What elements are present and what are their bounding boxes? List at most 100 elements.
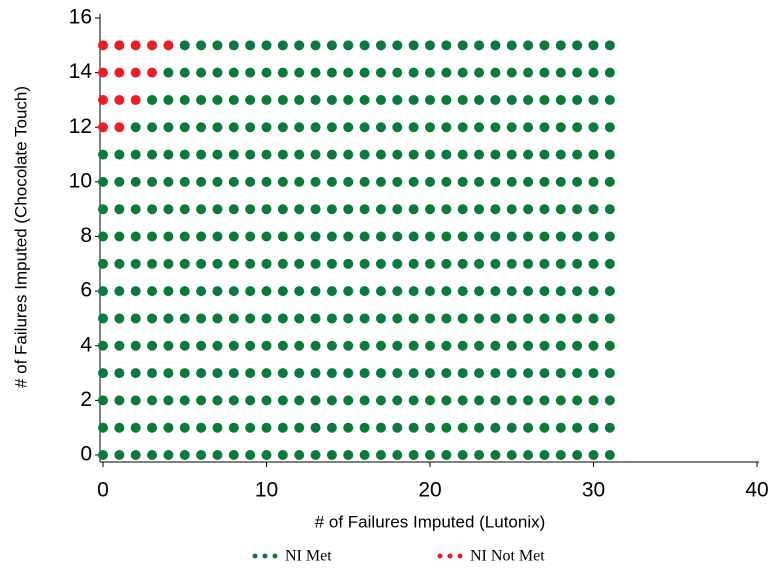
point	[294, 149, 305, 160]
point	[588, 149, 599, 160]
point	[572, 231, 583, 242]
point	[130, 422, 141, 433]
legend-marker	[262, 553, 268, 559]
point	[457, 40, 468, 51]
point	[179, 204, 190, 215]
point	[147, 286, 158, 297]
point	[506, 258, 517, 269]
point	[114, 94, 125, 105]
point	[523, 422, 534, 433]
point	[425, 368, 435, 379]
point	[261, 231, 272, 242]
point	[359, 94, 370, 105]
point	[179, 340, 190, 351]
point	[228, 422, 239, 433]
point	[588, 450, 599, 460]
point	[130, 122, 141, 133]
point	[555, 149, 566, 160]
point	[588, 204, 599, 215]
point	[294, 313, 305, 324]
point	[474, 176, 485, 187]
point	[523, 286, 534, 297]
point	[277, 149, 288, 160]
point	[392, 258, 403, 269]
point	[277, 313, 288, 324]
point	[212, 94, 223, 105]
point	[474, 122, 485, 133]
point	[228, 450, 239, 460]
point	[375, 231, 386, 242]
point	[147, 40, 158, 51]
point	[425, 94, 435, 105]
point	[588, 231, 599, 242]
point	[408, 313, 419, 324]
point	[212, 422, 223, 433]
point	[228, 149, 239, 160]
point	[163, 204, 174, 215]
point	[212, 450, 223, 460]
point	[506, 313, 517, 324]
point	[343, 67, 354, 78]
point	[245, 368, 256, 379]
point	[490, 286, 501, 297]
point	[588, 67, 599, 78]
point	[572, 286, 583, 297]
point	[392, 231, 403, 242]
point	[408, 40, 419, 51]
point	[506, 231, 517, 242]
point	[245, 258, 256, 269]
point	[555, 67, 566, 78]
point	[147, 176, 158, 187]
point	[114, 368, 125, 379]
point	[392, 450, 403, 460]
point	[147, 67, 158, 78]
point	[490, 313, 501, 324]
point	[457, 258, 468, 269]
point	[326, 395, 337, 406]
point	[310, 40, 321, 51]
point	[572, 340, 583, 351]
point	[147, 313, 158, 324]
point	[604, 176, 615, 187]
point	[98, 258, 108, 269]
point	[588, 395, 599, 406]
point	[523, 176, 534, 187]
point	[375, 94, 386, 105]
point	[98, 40, 108, 51]
point	[506, 176, 517, 187]
point	[130, 204, 141, 215]
point	[179, 94, 190, 105]
point	[228, 368, 239, 379]
point	[572, 40, 583, 51]
point	[375, 40, 386, 51]
point	[261, 313, 272, 324]
point	[474, 340, 485, 351]
point	[457, 94, 468, 105]
point	[245, 313, 256, 324]
point	[98, 231, 108, 242]
point	[326, 313, 337, 324]
point	[261, 40, 272, 51]
point	[114, 258, 125, 269]
point	[375, 340, 386, 351]
point	[490, 67, 501, 78]
point	[196, 231, 207, 242]
point	[261, 204, 272, 215]
point	[228, 40, 239, 51]
point	[425, 422, 435, 433]
point	[457, 395, 468, 406]
point	[310, 368, 321, 379]
point	[490, 94, 501, 105]
point	[425, 149, 435, 160]
legend-marker	[447, 553, 453, 559]
point	[523, 450, 534, 460]
point	[147, 395, 158, 406]
point	[392, 122, 403, 133]
point	[572, 67, 583, 78]
point	[539, 231, 550, 242]
point	[196, 176, 207, 187]
point	[539, 176, 550, 187]
point	[163, 122, 174, 133]
legend-label: NI Met	[285, 548, 332, 565]
point	[474, 258, 485, 269]
